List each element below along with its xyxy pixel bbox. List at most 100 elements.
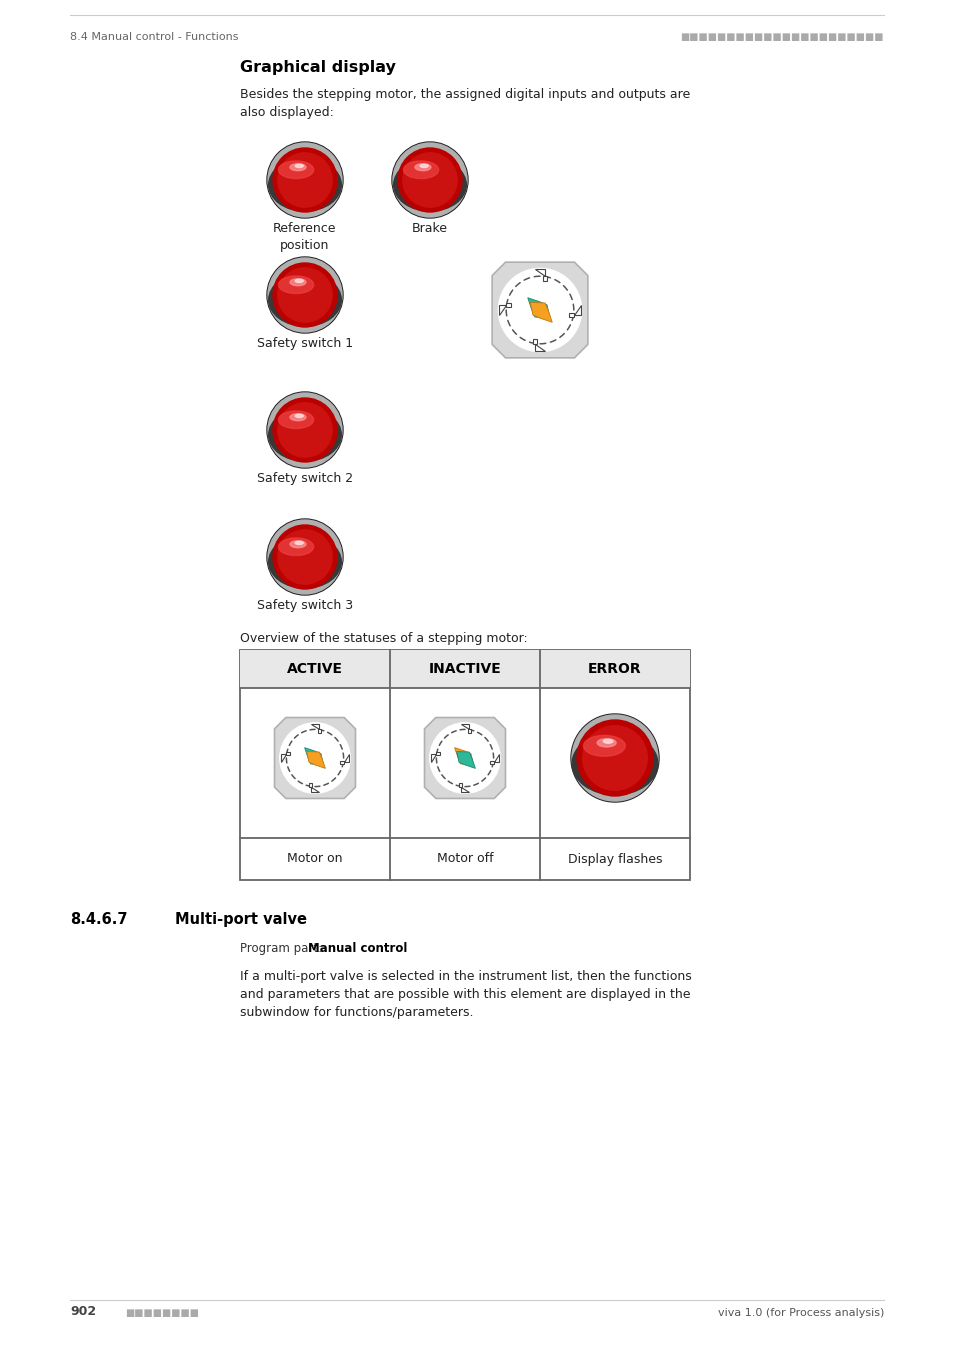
Circle shape: [571, 714, 659, 802]
Circle shape: [277, 267, 332, 323]
Ellipse shape: [294, 414, 303, 417]
Text: ■■■■■■■■: ■■■■■■■■: [125, 1308, 199, 1318]
Ellipse shape: [603, 740, 612, 744]
Bar: [240, 649, 689, 688]
Polygon shape: [532, 339, 544, 351]
Ellipse shape: [415, 163, 431, 170]
Ellipse shape: [290, 163, 306, 170]
Text: Safety switch 1: Safety switch 1: [256, 338, 353, 350]
Circle shape: [497, 269, 581, 351]
Ellipse shape: [597, 738, 616, 747]
Ellipse shape: [269, 158, 341, 211]
Ellipse shape: [294, 279, 303, 282]
Circle shape: [267, 518, 343, 595]
Text: also displayed:: also displayed:: [240, 107, 334, 119]
Polygon shape: [490, 753, 498, 764]
Circle shape: [269, 259, 340, 331]
Circle shape: [575, 718, 655, 798]
Text: Graphical display: Graphical display: [240, 59, 395, 76]
Text: 902: 902: [70, 1305, 96, 1318]
Ellipse shape: [278, 410, 314, 428]
Ellipse shape: [394, 158, 466, 211]
Text: and parameters that are possible with this element are displayed in the: and parameters that are possible with th…: [240, 988, 690, 1000]
Polygon shape: [339, 753, 349, 764]
Polygon shape: [460, 724, 471, 733]
Ellipse shape: [290, 278, 306, 286]
Polygon shape: [569, 305, 580, 317]
Circle shape: [395, 144, 464, 215]
Circle shape: [269, 394, 340, 466]
Circle shape: [394, 144, 465, 216]
Polygon shape: [499, 302, 510, 315]
Circle shape: [396, 147, 463, 213]
Text: viva 1.0 (for Process analysis): viva 1.0 (for Process analysis): [717, 1308, 883, 1318]
Ellipse shape: [269, 274, 341, 327]
Circle shape: [271, 522, 338, 591]
Circle shape: [573, 716, 657, 801]
Ellipse shape: [294, 541, 303, 544]
Circle shape: [402, 153, 456, 207]
Polygon shape: [430, 752, 439, 763]
Circle shape: [268, 143, 341, 217]
Circle shape: [268, 258, 341, 332]
Ellipse shape: [583, 736, 624, 756]
Text: If a multi-port valve is selected in the instrument list, then the functions: If a multi-port valve is selected in the…: [240, 971, 691, 983]
Circle shape: [392, 142, 468, 217]
Text: Brake: Brake: [412, 221, 448, 235]
Circle shape: [272, 147, 338, 213]
Text: Safety switch 2: Safety switch 2: [256, 472, 353, 485]
Circle shape: [273, 525, 336, 589]
Ellipse shape: [294, 165, 303, 167]
Circle shape: [268, 393, 341, 467]
Ellipse shape: [278, 275, 314, 293]
Circle shape: [574, 717, 656, 799]
Circle shape: [393, 143, 467, 217]
Polygon shape: [527, 298, 549, 317]
Ellipse shape: [278, 161, 314, 178]
Text: 8.4 Manual control - Functions: 8.4 Manual control - Functions: [70, 32, 238, 42]
Polygon shape: [424, 717, 505, 798]
Ellipse shape: [572, 733, 658, 795]
Ellipse shape: [403, 161, 438, 178]
Text: ERROR: ERROR: [588, 662, 641, 676]
Circle shape: [271, 396, 338, 464]
Circle shape: [572, 716, 658, 801]
Text: Program part:: Program part:: [240, 942, 326, 954]
Polygon shape: [535, 270, 547, 281]
Circle shape: [271, 146, 338, 215]
Circle shape: [273, 398, 336, 462]
Text: INACTIVE: INACTIVE: [428, 662, 501, 676]
Text: Reference
position: Reference position: [273, 221, 336, 252]
Text: Manual control: Manual control: [308, 942, 407, 954]
Circle shape: [269, 144, 340, 216]
Circle shape: [267, 142, 343, 217]
Text: Motor on: Motor on: [287, 852, 342, 865]
Polygon shape: [456, 752, 475, 768]
Text: ACTIVE: ACTIVE: [287, 662, 343, 676]
Circle shape: [430, 722, 499, 794]
Circle shape: [270, 522, 339, 593]
Circle shape: [267, 256, 343, 333]
Circle shape: [277, 529, 332, 585]
Circle shape: [271, 261, 338, 329]
Polygon shape: [309, 783, 319, 792]
Text: Motor off: Motor off: [436, 852, 493, 865]
Text: ■■■■■■■■■■■■■■■■■■■■■■: ■■■■■■■■■■■■■■■■■■■■■■: [679, 32, 883, 42]
Circle shape: [272, 397, 338, 463]
Text: 8.4.6.7: 8.4.6.7: [70, 913, 128, 927]
Circle shape: [267, 392, 343, 468]
Circle shape: [277, 153, 332, 207]
Ellipse shape: [278, 537, 314, 556]
Text: Safety switch 3: Safety switch 3: [256, 599, 353, 612]
Circle shape: [273, 148, 336, 212]
Text: Display flashes: Display flashes: [567, 852, 661, 865]
Polygon shape: [274, 717, 355, 798]
Ellipse shape: [269, 536, 341, 589]
Circle shape: [270, 261, 339, 329]
Polygon shape: [307, 752, 325, 768]
Circle shape: [273, 263, 336, 327]
Ellipse shape: [290, 541, 306, 548]
Text: Besides the stepping motor, the assigned digital inputs and outputs are: Besides the stepping motor, the assigned…: [240, 88, 690, 101]
Circle shape: [577, 720, 652, 796]
Text: Overview of the statuses of a stepping motor:: Overview of the statuses of a stepping m…: [240, 632, 527, 645]
